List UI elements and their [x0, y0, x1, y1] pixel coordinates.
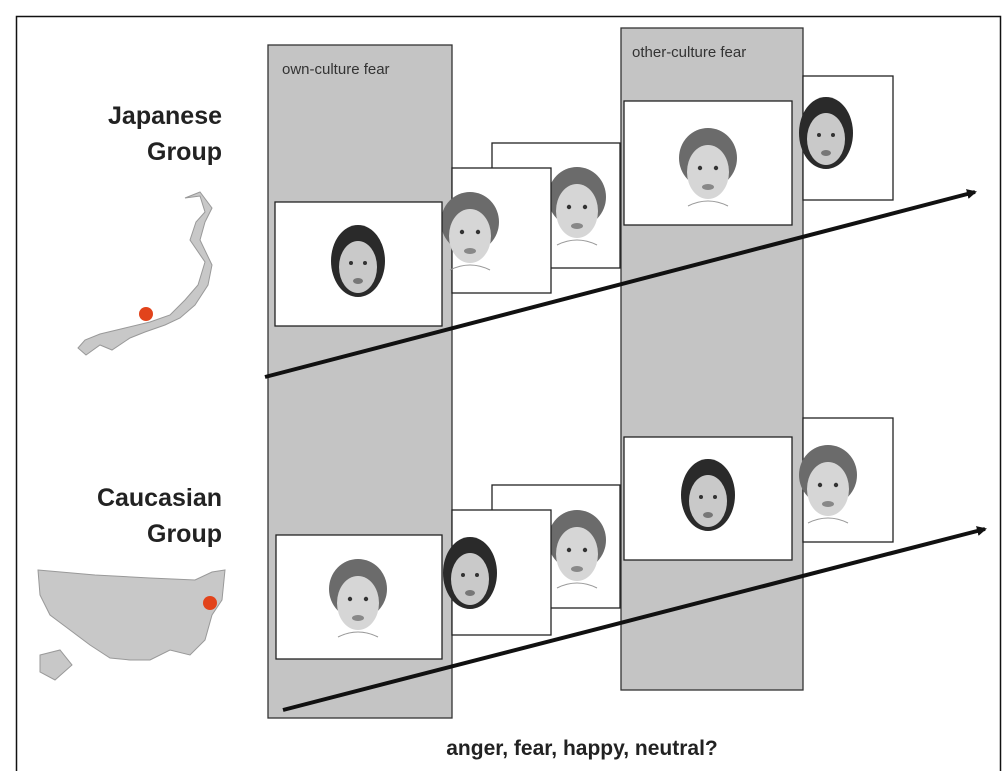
group-label: Group	[147, 520, 222, 548]
group-label: Group	[147, 138, 222, 166]
japan-map	[78, 192, 212, 355]
group-label: Caucasian	[97, 484, 222, 512]
figure: Japanese Group Caucasian Group own-cultu…	[0, 0, 1002, 771]
column-label: other-culture fear	[632, 44, 746, 61]
group-label: Japanese	[108, 102, 222, 130]
column-label: own-culture fear	[282, 61, 390, 78]
usa-map	[38, 570, 225, 680]
question: anger, fear, happy, neutral?	[446, 737, 718, 760]
